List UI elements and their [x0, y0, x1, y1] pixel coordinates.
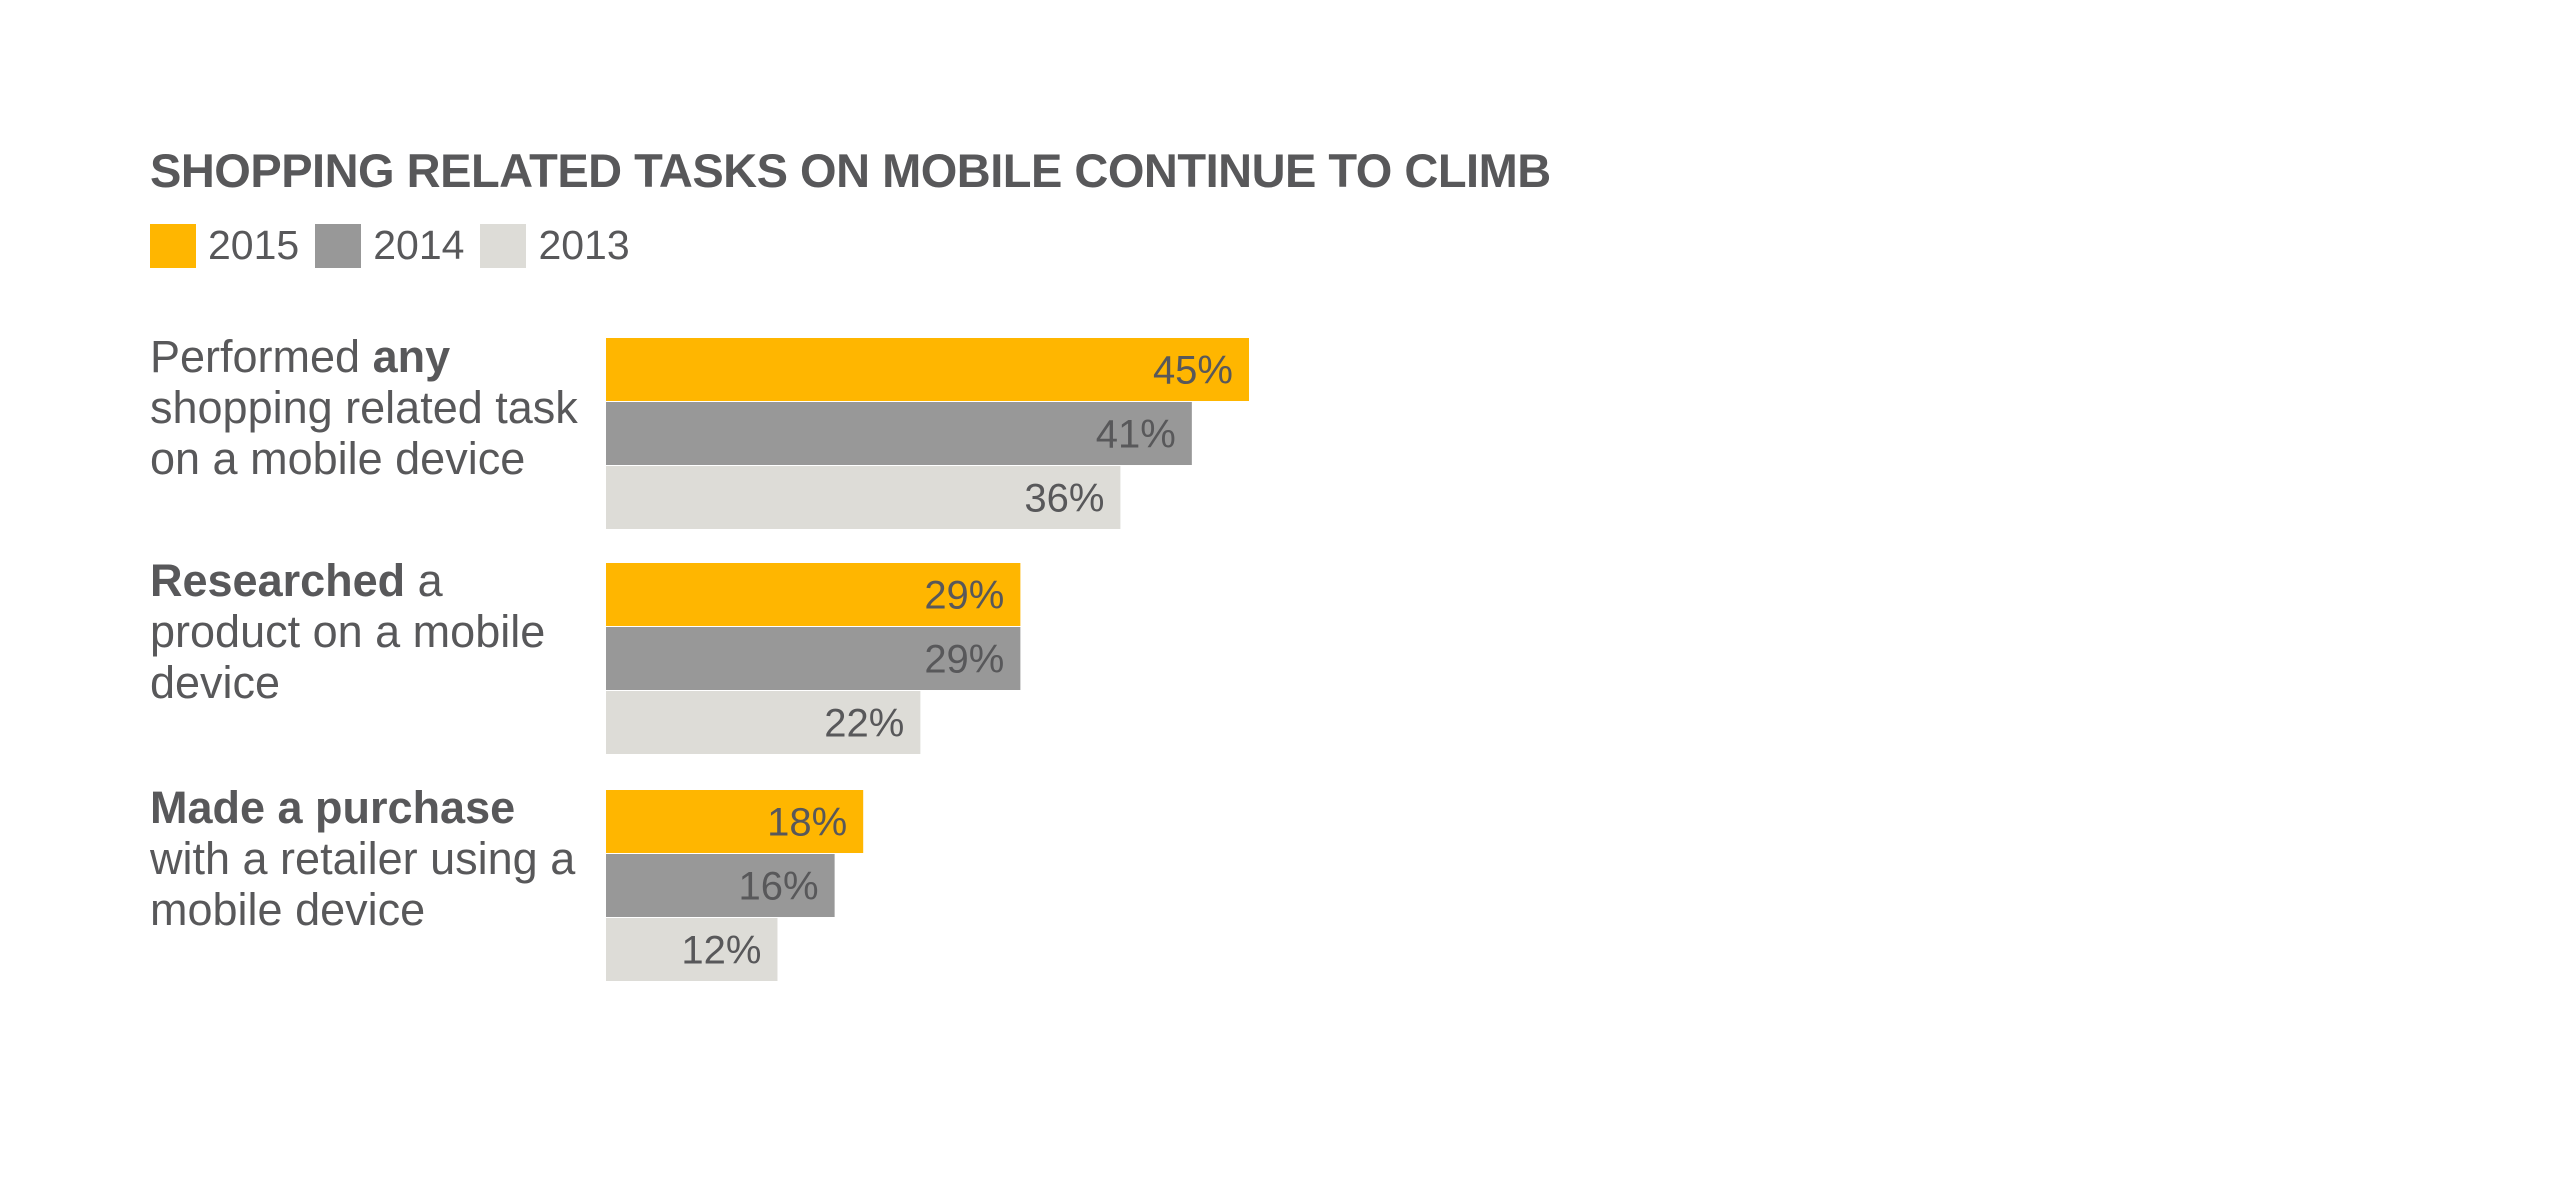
bar-value-label-2014-category-3: 16% — [739, 865, 819, 909]
legend-item-2013: 2013 — [480, 222, 630, 269]
category-label-text: a product on a mobile device — [150, 555, 546, 708]
bar-value-label-2013-category-3: 12% — [681, 929, 761, 973]
bar-value-label-2013-category-2: 22% — [824, 702, 904, 746]
category-label-emphasis: Made a purchase — [150, 782, 516, 833]
legend-label-2015: 2015 — [208, 222, 300, 268]
category-label-text: with a retailer using a mobile device — [150, 833, 576, 935]
category-label-researched-product: Researched a product on a mobile device — [150, 555, 590, 708]
bar-value-label-2014-category-1: 41% — [1096, 413, 1176, 457]
bar-2015-category-3 — [606, 790, 864, 853]
legend-item-2014: 2014 — [315, 222, 464, 269]
bar-value-label-2015-category-3: 18% — [767, 801, 847, 845]
category-label-text: Performed — [150, 331, 373, 382]
category-label-any-shopping-task: Performed any shopping related task on a… — [150, 331, 590, 484]
bar-2013-category-3 — [606, 918, 778, 981]
legend-item-2015: 2015 — [150, 222, 299, 269]
bar-2015-category-2 — [606, 563, 1021, 626]
bar-value-label-2015-category-2: 29% — [924, 574, 1004, 618]
legend-swatch-2013 — [480, 223, 527, 268]
bar-value-label-2013-category-1: 36% — [1024, 477, 1104, 521]
bar-value-label-2014-category-2: 29% — [924, 638, 1004, 682]
bar-2013-category-2 — [606, 691, 921, 754]
bar-value-label-2015-category-1: 45% — [1153, 349, 1233, 393]
category-label-emphasis: Researched — [150, 555, 406, 606]
category-label-text: shopping related task on a mobile device — [150, 382, 578, 484]
legend-swatch-2014 — [315, 223, 362, 268]
bar-2013-category-1 — [606, 466, 1121, 529]
legend-label-2014: 2014 — [373, 222, 465, 268]
category-label-made-purchase: Made a purchase with a retailer using a … — [150, 782, 590, 935]
chart-title: SHOPPING RELATED TASKS ON MOBILE CONTINU… — [150, 144, 1551, 197]
bar-2014-category-1 — [606, 402, 1192, 465]
bar-2015-category-1 — [606, 338, 1249, 401]
bar-2014-category-2 — [606, 627, 1021, 690]
bar-2014-category-3 — [606, 854, 835, 917]
category-label-emphasis: any — [372, 331, 451, 382]
legend-swatch-2015 — [150, 223, 196, 268]
legend-label-2013: 2013 — [538, 222, 630, 268]
chart-legend: 2015 2014 2013 — [150, 222, 646, 269]
